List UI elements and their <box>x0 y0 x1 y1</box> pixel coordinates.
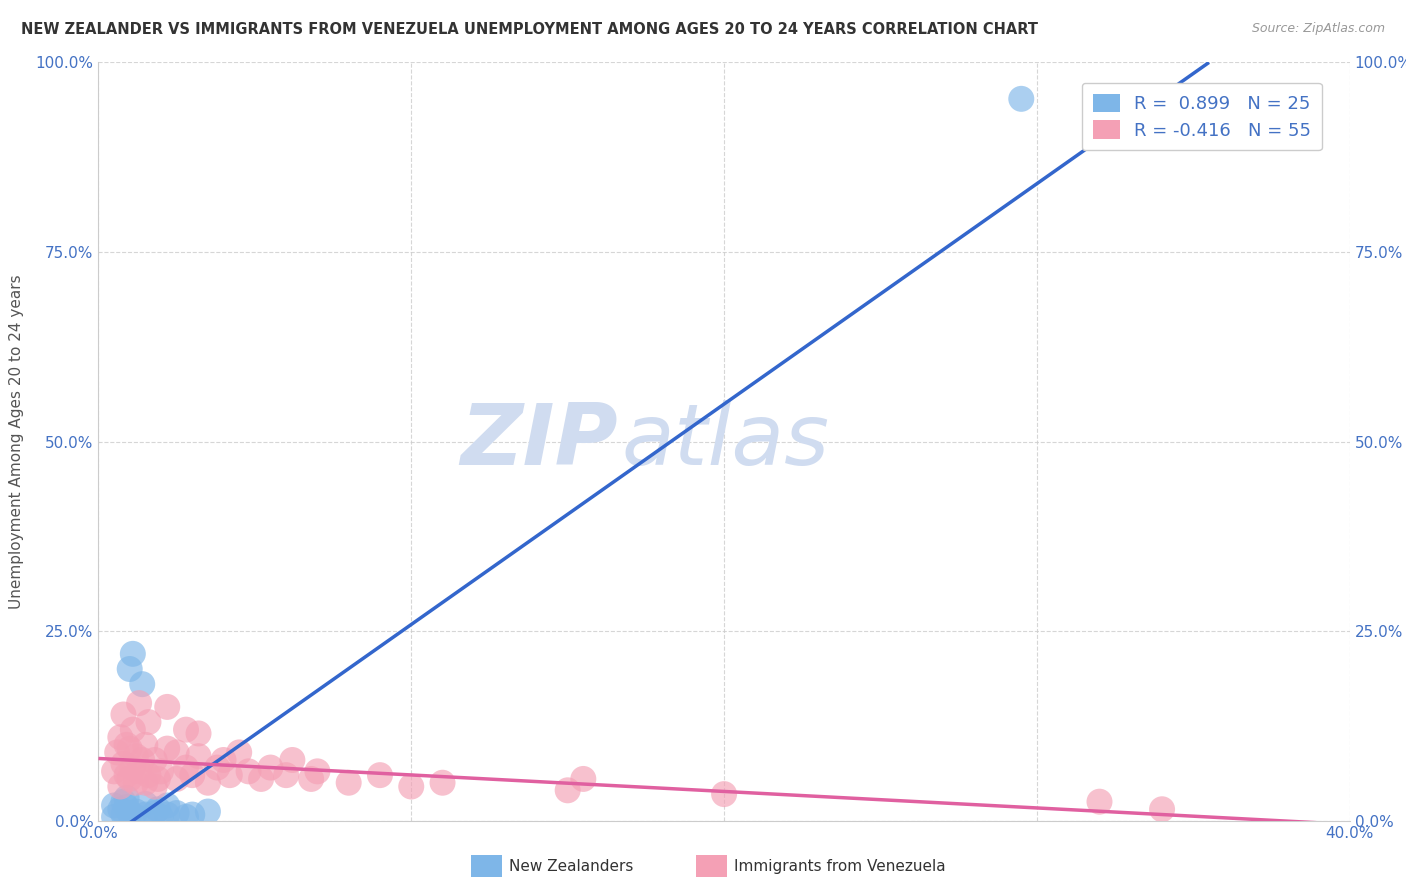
Point <box>713 787 735 801</box>
Text: NEW ZEALANDER VS IMMIGRANTS FROM VENEZUELA UNEMPLOYMENT AMONG AGES 20 TO 24 YEAR: NEW ZEALANDER VS IMMIGRANTS FROM VENEZUE… <box>21 22 1038 37</box>
Point <box>156 741 179 756</box>
Point <box>166 806 188 821</box>
Point <box>337 776 360 790</box>
Point <box>112 756 135 771</box>
Point <box>557 783 579 797</box>
Point <box>281 753 304 767</box>
Point <box>174 760 197 774</box>
Point <box>110 780 132 794</box>
Point <box>299 772 322 786</box>
Point <box>1088 795 1111 809</box>
Point <box>150 764 173 779</box>
Point <box>207 760 229 774</box>
Point <box>103 798 125 813</box>
Point <box>197 805 219 819</box>
Point <box>134 738 156 752</box>
Point <box>112 807 135 822</box>
Point <box>121 723 143 737</box>
Point <box>174 723 197 737</box>
Point <box>128 696 150 710</box>
Point <box>1152 802 1174 816</box>
Point <box>368 768 391 782</box>
Point <box>118 772 141 786</box>
Point <box>105 746 128 760</box>
Point <box>138 715 160 730</box>
Point <box>138 768 160 782</box>
Point <box>143 753 166 767</box>
Point <box>103 764 125 779</box>
Point <box>197 776 219 790</box>
Point <box>274 768 298 782</box>
Point <box>146 772 169 786</box>
Point <box>250 772 273 786</box>
Point <box>238 764 260 779</box>
Point <box>143 806 166 821</box>
Point <box>432 776 454 790</box>
Point <box>572 772 595 786</box>
Point <box>112 795 135 809</box>
Point <box>218 768 240 782</box>
Point <box>181 807 204 822</box>
Text: New Zealanders: New Zealanders <box>509 859 633 873</box>
Point <box>118 741 141 756</box>
Point <box>115 768 138 782</box>
Text: ZIP: ZIP <box>460 400 617 483</box>
Point <box>131 753 153 767</box>
Point <box>115 800 138 814</box>
Point <box>118 806 141 821</box>
Point <box>259 760 281 774</box>
Point <box>1010 92 1032 106</box>
Point <box>110 730 132 744</box>
Point <box>125 805 148 819</box>
Point <box>187 726 209 740</box>
Point <box>307 764 329 779</box>
Point <box>110 802 132 816</box>
Point <box>131 677 153 691</box>
Point <box>125 749 148 764</box>
Point <box>181 768 204 782</box>
Point <box>156 699 179 714</box>
Point <box>115 791 138 805</box>
Legend: R =  0.899   N = 25, R = -0.416   N = 55: R = 0.899 N = 25, R = -0.416 N = 55 <box>1081 83 1322 151</box>
Text: Source: ZipAtlas.com: Source: ZipAtlas.com <box>1251 22 1385 36</box>
Point <box>401 780 423 794</box>
Point <box>118 662 141 676</box>
Point <box>143 780 166 794</box>
Point <box>134 807 156 822</box>
Point <box>134 776 156 790</box>
Point <box>187 749 209 764</box>
Point <box>166 772 188 786</box>
Point <box>212 753 235 767</box>
Point <box>150 810 173 824</box>
Point <box>128 764 150 779</box>
Point <box>166 746 188 760</box>
Point <box>134 797 156 811</box>
Point <box>156 798 179 813</box>
Point <box>125 776 148 790</box>
Point <box>112 707 135 722</box>
Point <box>146 802 169 816</box>
Point <box>174 810 197 824</box>
Point <box>125 810 148 824</box>
Point <box>115 738 138 752</box>
Point <box>156 807 179 822</box>
Point <box>121 760 143 774</box>
Point <box>121 647 143 661</box>
Point <box>228 746 250 760</box>
Text: Immigrants from Venezuela: Immigrants from Venezuela <box>734 859 946 873</box>
Text: atlas: atlas <box>621 400 830 483</box>
Point <box>103 810 125 824</box>
Y-axis label: Unemployment Among Ages 20 to 24 years: Unemployment Among Ages 20 to 24 years <box>10 274 24 609</box>
